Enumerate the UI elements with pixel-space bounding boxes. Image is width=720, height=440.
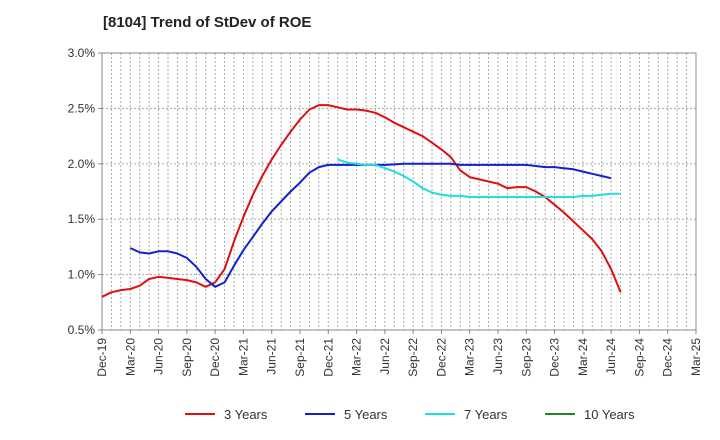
legend-label: 3 Years xyxy=(224,407,268,422)
x-tick-label: Dec-24 xyxy=(661,338,675,377)
x-tick-label: Jun-22 xyxy=(378,338,392,375)
y-axis-ticks: 0.5% 1.0% 1.5% 2.0% 2.5% 3.0% xyxy=(68,46,102,337)
plot-frame xyxy=(101,52,697,331)
series-lines xyxy=(101,104,622,298)
x-tick-label: Dec-23 xyxy=(548,338,562,377)
x-tick-label: Jun-24 xyxy=(604,338,618,375)
x-tick-label: Mar-25 xyxy=(689,338,703,376)
legend: 3 Years 5 Years 7 Years 10 Years xyxy=(185,407,635,422)
legend-label: 10 Years xyxy=(584,407,635,422)
legend-label: 7 Years xyxy=(464,407,508,422)
y-tick-label: 1.5% xyxy=(68,212,96,226)
x-axis-ticks: Dec-19 Mar-20 Jun-20 Sep-20 Dec-20 Mar-21 Jun-… xyxy=(95,330,703,377)
series-line-3-years xyxy=(101,104,622,298)
x-tick-label: Dec-19 xyxy=(95,338,109,377)
x-tick-label: Sep-24 xyxy=(632,338,646,377)
chart-title: [8104] Trend of StDev of ROE xyxy=(103,14,312,31)
x-tick-label: Dec-21 xyxy=(321,338,335,377)
x-tick-label: Mar-23 xyxy=(463,338,477,376)
series-line-7-years xyxy=(337,158,621,198)
x-tick-label: Jun-21 xyxy=(265,338,279,375)
x-tick-label: Sep-20 xyxy=(180,338,194,377)
x-tick-label: Sep-22 xyxy=(406,338,420,377)
series-line-5-years xyxy=(129,162,612,288)
y-tick-label: 2.5% xyxy=(68,101,96,115)
x-tick-label: Sep-21 xyxy=(293,338,307,377)
y-tick-label: 3.0% xyxy=(68,46,96,60)
x-tick-label: Mar-22 xyxy=(350,338,364,376)
x-tick-label: Mar-21 xyxy=(236,338,250,376)
x-tick-label: Dec-20 xyxy=(208,338,222,377)
y-tick-label: 1.0% xyxy=(68,268,96,282)
y-tick-label: 0.5% xyxy=(68,323,96,337)
x-tick-label: Mar-20 xyxy=(123,338,137,376)
legend-label: 5 Years xyxy=(344,407,388,422)
x-tick-label: Jun-20 xyxy=(152,338,166,375)
x-tick-label: Dec-22 xyxy=(434,338,448,377)
grid-lines xyxy=(102,53,696,330)
x-tick-label: Sep-23 xyxy=(519,338,533,377)
x-tick-label: Jun-23 xyxy=(491,338,505,375)
x-tick-label: Mar-24 xyxy=(576,338,590,376)
y-tick-label: 2.0% xyxy=(68,157,96,171)
